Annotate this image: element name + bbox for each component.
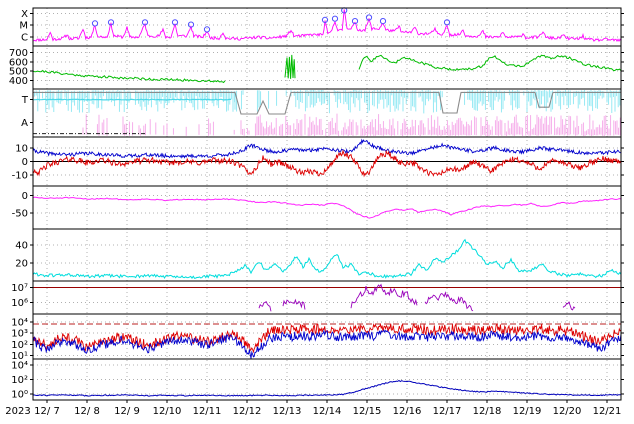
series-fluence [258, 283, 576, 312]
y-tick-label: 400 [9, 76, 28, 87]
series-sector-polarity [33, 91, 621, 115]
panel-proton-flux: 10⁴ 10² 10⁰ [11, 358, 624, 401]
y-tick-label: 10² [11, 340, 28, 351]
series-sw-density [32, 238, 622, 279]
panel-xray-flux: XMC [19, 7, 624, 47]
x-tick-label: 12/ 8 [74, 406, 100, 417]
y-tick-label: X [21, 9, 28, 20]
flare-marker [141, 19, 149, 26]
y-tick-label: M [19, 21, 28, 32]
series-bz [32, 149, 622, 178]
panel-dst: 0 -50 [12, 185, 624, 230]
series-dst-index [32, 196, 622, 219]
flare-marker [187, 21, 195, 28]
y-tick-label: -10 [12, 171, 28, 182]
series-b-total [32, 138, 622, 160]
x-tick-label: 12/13 [273, 406, 302, 417]
flare-marker [321, 16, 329, 23]
series-away-strokes [82, 113, 621, 136]
x-tick-label: 12/17 [433, 406, 462, 417]
x-tick-label: 12/12 [233, 406, 262, 417]
x-tick-label: 12/15 [353, 406, 382, 417]
y-tick-label: 600 [9, 57, 28, 68]
flare-marker [365, 14, 373, 21]
y-tick-label: 10⁰ [11, 390, 28, 401]
flare-marker [91, 20, 99, 27]
y-tick-label: T [21, 95, 29, 106]
x-tick-label: 12/20 [553, 406, 582, 417]
x-tick-label: 12/16 [393, 406, 422, 417]
y-tick-label: C [21, 33, 28, 44]
flare-marker [379, 18, 387, 25]
y-tick-label: 40 [15, 241, 28, 252]
x-tick-label: 12/14 [313, 406, 342, 417]
y-tick-label: A [21, 118, 28, 129]
flare-marker [331, 15, 339, 22]
y-tick-label: 0 [22, 191, 28, 202]
y-tick-label: -50 [12, 208, 28, 219]
x-tick-label: 12/ 9 [114, 406, 140, 417]
panel-density: 40 20 [15, 228, 624, 282]
y-tick-label: 10¹ [11, 351, 28, 362]
series-electron-low [32, 329, 622, 359]
series-toward-level-line [32, 98, 232, 101]
series-protons [32, 379, 621, 397]
flare-marker [107, 19, 115, 26]
panel-imf-sector: TA [21, 88, 624, 138]
x-tick-label: 12/21 [593, 406, 622, 417]
x-tick-label: 12/ 7 [34, 406, 60, 417]
flare-marker [351, 18, 359, 25]
y-tick-label: 10 [15, 143, 28, 154]
y-tick-label: 10⁶ [11, 298, 28, 309]
y-tick-label: 10⁴ [11, 317, 28, 328]
x-axis: 12/ 7 12/ 8 12/ 9 12/10 12/11 12/12 12/13 12/14… [5, 400, 621, 417]
y-tick-label: 0 [22, 157, 28, 168]
y-tick-label: 700 [9, 48, 28, 59]
series-toward-strokes [32, 90, 621, 114]
year-label: 2023 [5, 406, 30, 417]
x-tick-label: 12/18 [473, 406, 502, 417]
flare-marker [443, 19, 451, 26]
y-tick-label: 10⁴ [11, 360, 28, 371]
series-wind-speed [32, 54, 622, 84]
y-tick-label: 500 [9, 67, 28, 78]
y-tick-label: 20 [15, 259, 28, 270]
y-tick-label: 10² [11, 375, 28, 386]
y-tick-label: 10³ [11, 329, 28, 340]
panel-border [32, 280, 622, 315]
x-tick-label: 12/11 [193, 406, 222, 417]
x-tick-label: 12/10 [153, 406, 182, 417]
panel-imf-b-bz: 10 0 -10 [12, 136, 624, 187]
series-goes-xray [32, 9, 622, 43]
y-tick-label: 10⁷ [11, 283, 28, 294]
flare-marker [203, 26, 211, 33]
flare-marker [171, 19, 179, 26]
x-tick-label: 12/19 [513, 406, 542, 417]
